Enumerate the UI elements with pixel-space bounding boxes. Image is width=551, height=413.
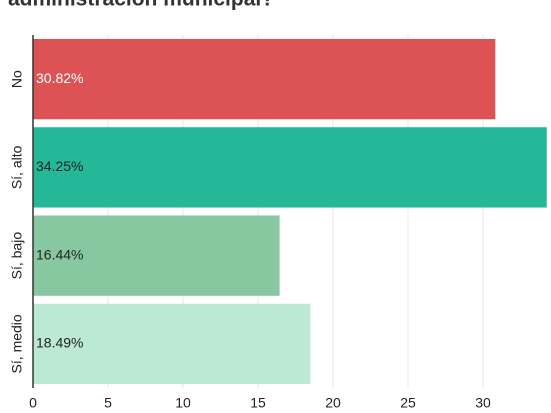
value-label: 34.25% (36, 158, 83, 174)
bar (33, 127, 547, 208)
x-tick-label: 30 (475, 395, 491, 411)
y-tick-label: No (9, 70, 25, 88)
y-tick-label: Sí, medio (9, 314, 25, 373)
value-label: 18.49% (36, 335, 83, 351)
x-tick-label: 20 (325, 395, 341, 411)
value-label: 16.44% (36, 246, 83, 262)
x-tick-label: 0 (29, 395, 37, 411)
x-tick-label: 25 (400, 395, 416, 411)
bar (33, 303, 311, 385)
value-label: 30.82% (36, 70, 83, 86)
bar (33, 38, 496, 120)
x-tick-label: 5 (104, 395, 112, 411)
bar (33, 215, 280, 296)
chart-title: administración municipal? (8, 0, 274, 11)
y-tick-label: Sí, bajo (9, 232, 25, 280)
y-tick-label: Sí, alto (9, 145, 25, 189)
x-tick-label: 10 (175, 395, 191, 411)
x-tick-label: 15 (250, 395, 266, 411)
